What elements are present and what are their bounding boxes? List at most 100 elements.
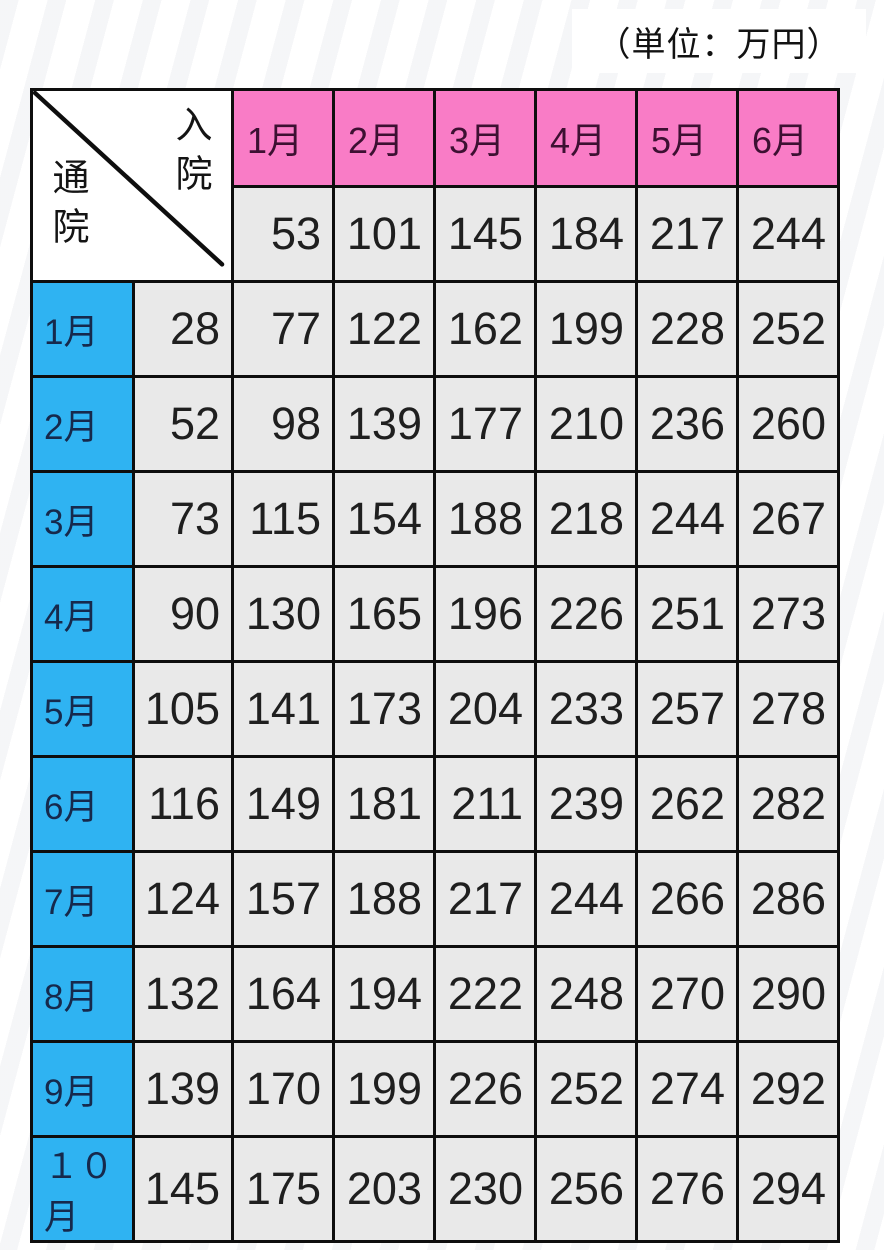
month-header: 6月 [736, 88, 840, 188]
value-cell: 270 [635, 945, 739, 1043]
corner-label-outpatient: 通院 [47, 158, 88, 256]
table-row: 4月 90 130 165 196 226 251 273 [30, 565, 840, 663]
row-label: 6月 [30, 755, 135, 853]
value-cell: 274 [635, 1040, 739, 1138]
row-label: 3月 [30, 470, 135, 568]
value-cell: 230 [433, 1135, 537, 1243]
value-cell: 130 [231, 565, 335, 663]
value-cell: 252 [534, 1040, 638, 1138]
diagonal-divider-line [34, 92, 225, 267]
table-row: 3月 73 115 154 188 218 244 267 [30, 470, 840, 568]
value-cell: 239 [534, 755, 638, 853]
month-header: 3月 [433, 88, 537, 188]
outpatient-only-value-cell: 116 [132, 755, 234, 853]
row-label: 8月 [30, 945, 135, 1043]
value-cell: 77 [231, 280, 335, 378]
value-cell: 196 [433, 565, 537, 663]
value-cell: 188 [332, 850, 436, 948]
row-label: 9月 [30, 1040, 135, 1138]
outpatient-only-value-cell: 52 [132, 375, 234, 473]
month-header: 2月 [332, 88, 436, 188]
value-cell: 154 [332, 470, 436, 568]
value-cell: 294 [736, 1135, 840, 1243]
value-cell: 278 [736, 660, 840, 758]
value-cell: 210 [534, 375, 638, 473]
value-cell: 165 [332, 565, 436, 663]
outpatient-only-value-cell: 28 [132, 280, 234, 378]
table-row: 7月 124 157 188 217 244 266 286 [30, 850, 840, 948]
month-header: 5月 [635, 88, 739, 188]
corner-cell: 入院 通院 [30, 88, 234, 283]
hospitalization-only-value-cell: 145 [433, 185, 537, 283]
hospitalization-only-value-cell: 244 [736, 185, 840, 283]
outpatient-only-value-cell: 73 [132, 470, 234, 568]
unit-label-box: （単位：万円） [572, 9, 866, 73]
row-label: 1月 [30, 280, 135, 378]
corner-label-hospitalization: 入院 [170, 105, 211, 203]
outpatient-only-value-cell: 132 [132, 945, 234, 1043]
value-cell: 257 [635, 660, 739, 758]
value-cell: 276 [635, 1135, 739, 1243]
outpatient-only-value-cell: 145 [132, 1135, 234, 1243]
value-cell: 226 [534, 565, 638, 663]
value-cell: 282 [736, 755, 840, 853]
hospitalization-only-value-cell: 101 [332, 185, 436, 283]
value-cell: 203 [332, 1135, 436, 1243]
month-header: 1月 [231, 88, 335, 188]
value-cell: 252 [736, 280, 840, 378]
value-cell: 256 [534, 1135, 638, 1243]
value-cell: 115 [231, 470, 335, 568]
monthly-amount-table: 入院 通院 1月 2月 3月 4月 5月 6月 53 101 145 184 217 244 1月 2… [30, 88, 840, 1243]
value-cell: 141 [231, 660, 335, 758]
value-cell: 244 [534, 850, 638, 948]
value-cell: 164 [231, 945, 335, 1043]
value-cell: 260 [736, 375, 840, 473]
value-cell: 292 [736, 1040, 840, 1138]
table-row: 8月 132 164 194 222 248 270 290 [30, 945, 840, 1043]
value-cell: 98 [231, 375, 335, 473]
hospitalization-only-value-cell: 184 [534, 185, 638, 283]
row-label: 5月 [30, 660, 135, 758]
hospitalization-only-value-cell: 53 [231, 185, 335, 283]
table-row: 2月 52 98 139 177 210 236 260 [30, 375, 840, 473]
table-row: 9月 139 170 199 226 252 274 292 [30, 1040, 840, 1138]
value-cell: 236 [635, 375, 739, 473]
value-cell: 248 [534, 945, 638, 1043]
value-cell: 149 [231, 755, 335, 853]
value-cell: 222 [433, 945, 537, 1043]
value-cell: 170 [231, 1040, 335, 1138]
value-cell: 199 [332, 1040, 436, 1138]
value-cell: 211 [433, 755, 537, 853]
table-row: 1月 28 77 122 162 199 228 252 [30, 280, 840, 378]
value-cell: 188 [433, 470, 537, 568]
table-row: １０月 145 175 203 230 256 276 294 [30, 1135, 840, 1243]
value-cell: 266 [635, 850, 739, 948]
value-cell: 173 [332, 660, 436, 758]
value-cell: 233 [534, 660, 638, 758]
unit-label: （単位：万円） [596, 25, 842, 64]
value-cell: 262 [635, 755, 739, 853]
row-label: 4月 [30, 565, 135, 663]
table-row: 5月 105 141 173 204 233 257 278 [30, 660, 840, 758]
value-cell: 122 [332, 280, 436, 378]
value-cell: 228 [635, 280, 739, 378]
value-cell: 273 [736, 565, 840, 663]
value-cell: 139 [332, 375, 436, 473]
value-cell: 194 [332, 945, 436, 1043]
value-cell: 218 [534, 470, 638, 568]
month-header: 4月 [534, 88, 638, 188]
outpatient-only-value-cell: 124 [132, 850, 234, 948]
value-cell: 226 [433, 1040, 537, 1138]
hospitalization-only-row: 53 101 145 184 217 244 [32, 185, 840, 283]
value-cell: 217 [433, 850, 537, 948]
row-label: 2月 [30, 375, 135, 473]
value-cell: 251 [635, 565, 739, 663]
value-cell: 157 [231, 850, 335, 948]
row-label: 7月 [30, 850, 135, 948]
value-cell: 244 [635, 470, 739, 568]
value-cell: 181 [332, 755, 436, 853]
value-cell: 162 [433, 280, 537, 378]
column-header-row: 入院 通院 1月 2月 3月 4月 5月 6月 [30, 88, 840, 283]
outpatient-only-value-cell: 105 [132, 660, 234, 758]
value-cell: 199 [534, 280, 638, 378]
